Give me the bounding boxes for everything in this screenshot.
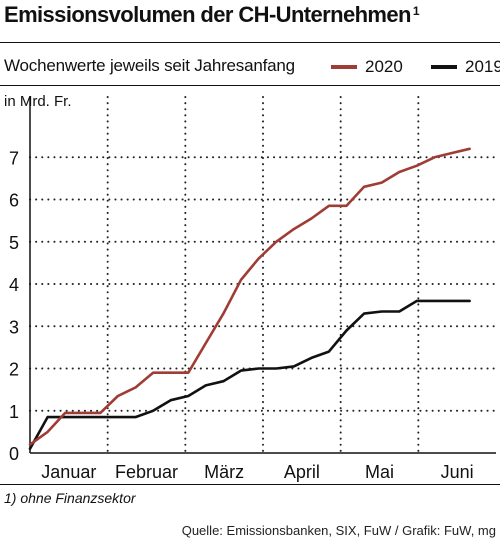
y-tick-label: 0 bbox=[9, 444, 19, 464]
x-tick-label: Januar bbox=[41, 462, 96, 482]
y-tick-label: 5 bbox=[9, 233, 19, 253]
x-tick-label: Juni bbox=[441, 462, 474, 482]
subtitle-rule bbox=[0, 85, 500, 86]
x-tick-label: Februar bbox=[115, 462, 178, 482]
footnote: 1) ohne Finanzsektor bbox=[4, 490, 136, 506]
y-tick-label: 4 bbox=[9, 275, 19, 295]
y-tick-label: 7 bbox=[9, 148, 19, 168]
footer-rule bbox=[0, 484, 500, 485]
title-rule bbox=[0, 42, 500, 43]
y-tick-label: 1 bbox=[9, 402, 19, 422]
legend-swatch-2019 bbox=[431, 65, 457, 69]
y-tick-label: 3 bbox=[9, 317, 19, 337]
y-axis-unit: in Mrd. Fr. bbox=[4, 93, 72, 110]
series-line-2019 bbox=[28, 299, 471, 451]
series-line-2020 bbox=[28, 147, 471, 446]
legend-label-2020: 2020 bbox=[365, 57, 403, 76]
x-tick-label: März bbox=[204, 462, 244, 482]
x-tick-label: Mai bbox=[365, 462, 394, 482]
chart-subtitle: Wochenwerte jeweils seit Jahresanfang bbox=[4, 56, 295, 75]
chart-title: Emissionsvolumen der CH-Unternehmen 1 bbox=[4, 2, 420, 27]
title-footnote-mark: 1 bbox=[412, 4, 420, 18]
legend-item-2020: 2020 bbox=[331, 56, 403, 78]
legend-swatch-2020 bbox=[331, 65, 357, 69]
source-credit: Quelle: Emissionsbanken, SIX, FuW / Graf… bbox=[181, 523, 496, 538]
legend-item-2019: 2019 bbox=[431, 56, 500, 78]
legend-label-2019: 2019 bbox=[465, 57, 500, 76]
x-tick-label: April bbox=[284, 462, 320, 482]
y-tick-label: 6 bbox=[9, 191, 19, 211]
y-tick-label: 2 bbox=[9, 360, 19, 380]
